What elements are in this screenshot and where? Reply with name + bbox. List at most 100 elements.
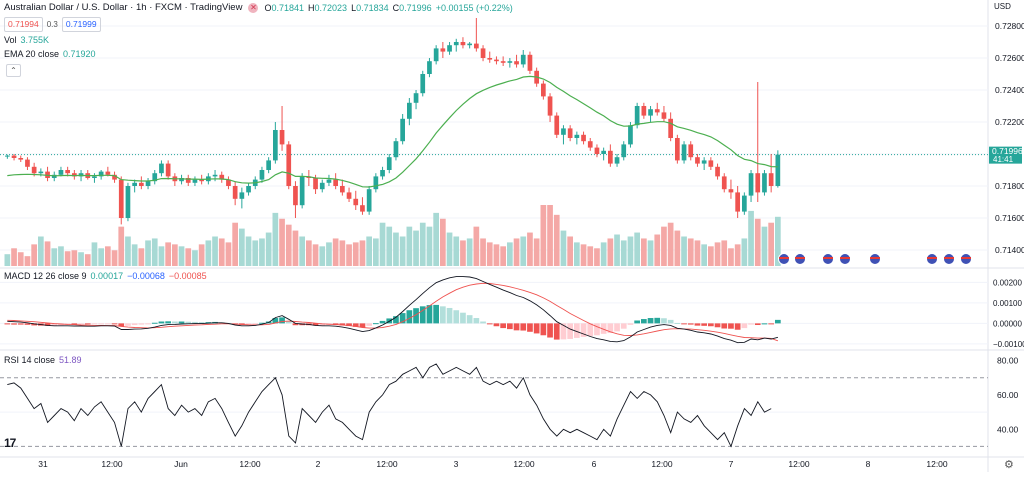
macd-histogram-bar — [359, 323, 366, 328]
volume-bar — [386, 226, 393, 266]
candle-body — [500, 61, 506, 63]
candle-body — [232, 186, 238, 199]
macd-histogram-bar — [379, 320, 386, 324]
volume-bar — [265, 232, 272, 266]
macd-histogram-bar — [466, 315, 473, 324]
macd-histogram-bar — [31, 323, 37, 326]
volume-bar — [71, 250, 78, 266]
ema-legend-value: 0.71920 — [63, 49, 96, 59]
candle-body — [728, 189, 734, 193]
candle-body — [742, 195, 747, 212]
candle-body — [152, 173, 158, 182]
rsi-legend-value: 51.89 — [59, 355, 82, 365]
macd-histogram-bar — [634, 320, 640, 324]
volume-bar — [620, 240, 627, 266]
macd-histogram-bar — [507, 323, 513, 330]
current-price-label: 0.71996 — [992, 146, 1023, 156]
candle-body — [567, 128, 573, 138]
candle-body — [661, 112, 667, 119]
close-legend-icon[interactable]: ✕ — [248, 2, 259, 13]
buy-price-button[interactable]: 0.71999 — [61, 17, 101, 32]
volume-bar — [366, 236, 372, 266]
volume-bar — [768, 222, 774, 266]
candle-body — [460, 42, 466, 46]
candle-body — [400, 118, 405, 142]
macd-histogram-bar — [91, 323, 98, 325]
volume-bar — [306, 240, 312, 266]
candle-body — [715, 166, 720, 177]
volume-bar — [681, 236, 687, 266]
price-axis-tick: 0.72600 — [995, 53, 1024, 63]
macd-value-signal: −0.00085 — [168, 271, 207, 281]
volume-bar — [433, 212, 439, 266]
macd-histogram-bar — [694, 323, 701, 326]
macd-histogram-bar — [754, 323, 761, 326]
candle-body — [279, 130, 285, 145]
macd-histogram-bar — [627, 323, 634, 325]
volume-bar — [11, 248, 17, 266]
volume-bar — [98, 248, 104, 266]
candle-body — [654, 109, 660, 113]
candle-body — [299, 176, 305, 206]
volume-bar — [38, 236, 44, 266]
volume-bar — [647, 240, 654, 266]
macd-histogram-bar — [125, 323, 131, 326]
rsi-axis-tick: 40.00 — [997, 424, 1019, 434]
economic-event-icon — [926, 253, 938, 265]
macd-line — [7, 276, 779, 344]
candle-body — [179, 178, 184, 182]
candle-body — [72, 173, 77, 177]
candle-body — [159, 163, 164, 174]
macd-histogram-bar — [748, 323, 754, 325]
volume-bar — [78, 252, 84, 266]
volume-bar — [352, 242, 359, 266]
volume-bar — [91, 242, 98, 266]
economic-event-icon — [869, 253, 881, 265]
volume-bar — [446, 232, 453, 266]
macd-histogram-bar — [486, 323, 493, 325]
candle-body — [514, 61, 519, 65]
ema-legend[interactable]: EMA 20 close 0.71920 — [4, 49, 96, 59]
settings-gear-icon[interactable]: ⚙ — [1004, 459, 1014, 471]
candle-body — [601, 150, 606, 154]
volume-bar — [406, 226, 413, 266]
symbol-title[interactable]: Australian Dollar / U.S. Dollar · 1h · F… — [4, 2, 243, 13]
sell-price-button[interactable]: 0.71994 — [4, 17, 43, 32]
volume-bar — [553, 214, 560, 266]
macd-legend[interactable]: MACD 12 26 close 9 0.00017 −0.00068 −0.0… — [4, 271, 207, 281]
volume-bar — [453, 236, 460, 266]
tradingview-logo-icon[interactable]: 17 — [4, 436, 16, 450]
volume-bar — [125, 236, 131, 266]
volume-bar — [239, 228, 245, 266]
candle-body — [668, 118, 673, 138]
volume-bar — [761, 226, 768, 266]
time-axis-label: 12:00 — [101, 459, 123, 469]
macd-histogram-bar — [192, 321, 198, 324]
volume-bar — [339, 240, 346, 266]
price-axis-tick: 0.72200 — [995, 117, 1024, 127]
volume-bar — [165, 242, 171, 266]
candle-body — [112, 174, 117, 180]
macd-histogram-bar — [607, 323, 614, 334]
macd-histogram-bar — [687, 323, 694, 325]
volume-legend[interactable]: Vol 3.755K — [4, 35, 49, 45]
rsi-line — [7, 363, 772, 448]
candle-body — [447, 45, 452, 52]
candle-body — [721, 176, 727, 190]
collapse-legend-icon[interactable]: ⌃ — [6, 64, 21, 77]
candle-body — [581, 134, 586, 142]
candle-body — [118, 179, 124, 218]
volume-bar — [728, 248, 734, 266]
rsi-legend-label: RSI 14 close — [4, 355, 56, 365]
macd-histogram-bar — [453, 310, 460, 324]
rsi-legend[interactable]: RSI 14 close 51.89 — [4, 355, 82, 365]
price-axis-tick: 0.71800 — [995, 181, 1024, 191]
volume-bar — [500, 246, 506, 266]
time-axis-label: 12:00 — [651, 459, 673, 469]
macd-histogram-bar — [252, 323, 259, 325]
volume-bar — [212, 236, 218, 266]
volume-bar — [232, 222, 238, 266]
volume-bar — [145, 240, 151, 266]
